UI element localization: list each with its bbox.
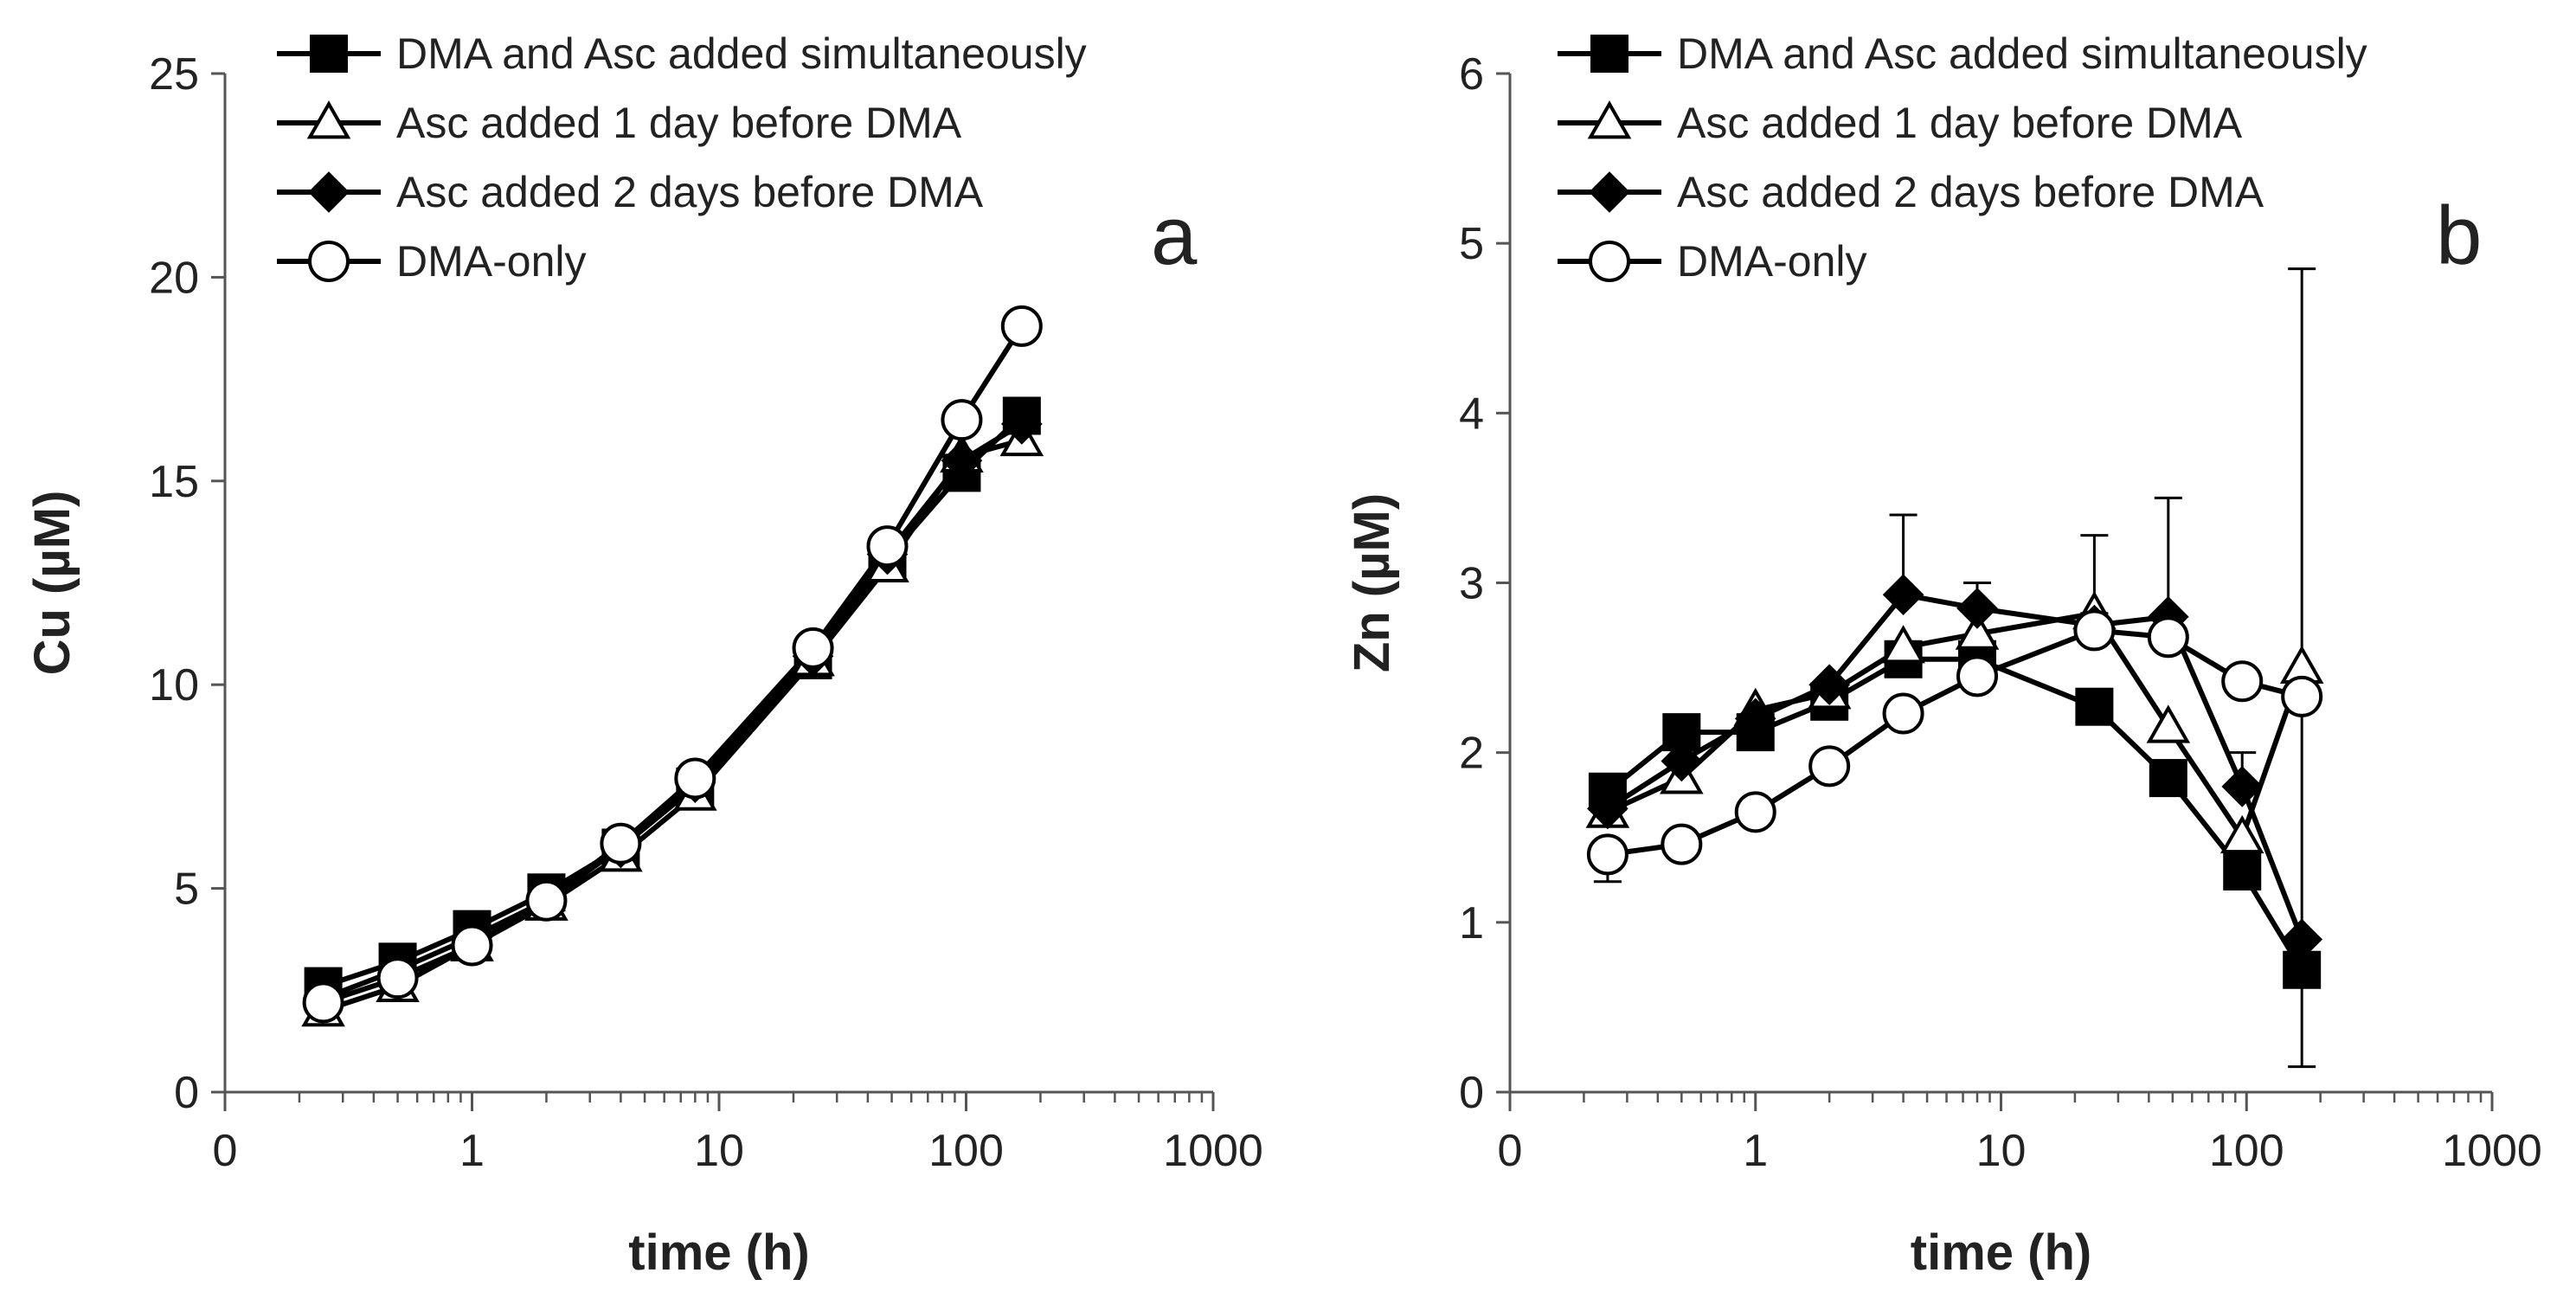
- data-point-day2: [2221, 766, 2264, 807]
- y-tick-label: 6: [1459, 49, 1484, 100]
- panel-letter-a: a: [1151, 190, 1198, 282]
- data-point-day2: [1882, 574, 1924, 616]
- data-point-day2: [2281, 918, 2323, 961]
- legend-marker-day1: [306, 100, 351, 139]
- legend-label-day2: Asc added 2 days before DMA: [396, 168, 984, 216]
- legend-marker-dma: [308, 241, 350, 282]
- series-line-dma: [1607, 627, 2303, 858]
- data-point-day2: [1587, 788, 1628, 830]
- data-point-dma: [1956, 655, 1999, 698]
- y-tick-label: 10: [149, 660, 199, 710]
- data-point-dma: [1661, 823, 1703, 865]
- data-point-day2: [941, 440, 983, 482]
- x-tick-label: 1: [1743, 1126, 1768, 1176]
- data-point-dma: [674, 757, 716, 800]
- legend-label-day1: Asc added 1 day before DMA: [1677, 99, 2243, 147]
- data-point-dma: [2281, 675, 2323, 717]
- y-tick-label: 4: [1459, 389, 1484, 439]
- legend-marker-day2: [1589, 171, 1630, 213]
- legend-label-sim: DMA and Asc added simultaneously: [396, 29, 1087, 78]
- x-tick-label: 10: [694, 1126, 744, 1176]
- data-point-day2: [1000, 403, 1043, 445]
- data-point-dma: [1808, 745, 1851, 788]
- data-point-dma: [1000, 305, 1043, 347]
- panel-b-chart: b 0 1 2 3 4 5 6 0 1 10 100 1000 time (h) Zn (µM) DMA a…: [1344, 29, 2542, 1281]
- data-point-day1: [2219, 814, 2264, 854]
- x-tick-label: 100: [928, 1126, 1004, 1176]
- data-point-day2: [1956, 588, 1998, 629]
- y-tick-label: 15: [149, 457, 199, 507]
- panel-letter-b: b: [2436, 190, 2482, 282]
- x-tick-label: 10: [1976, 1126, 2027, 1176]
- series-line-sim: [1606, 656, 2304, 972]
- data-point-sim: [2223, 852, 2262, 890]
- y-tick-label: 5: [174, 865, 199, 915]
- legend-label-day1: Asc added 1 day before DMA: [396, 99, 962, 147]
- data-point-day2: [1734, 698, 1776, 740]
- data-point-day1: [1881, 625, 1925, 664]
- series-line-sim: [322, 414, 1024, 989]
- y-tick-label: 1: [1459, 898, 1484, 948]
- y-tick-label: 3: [1459, 559, 1484, 609]
- legend-marker-dma: [1589, 241, 1630, 282]
- data-point-day2: [1661, 740, 1703, 782]
- data-point-dma: [2073, 609, 2116, 652]
- data-point-sim: [2075, 687, 2114, 726]
- data-point-dma: [1734, 791, 1776, 833]
- x-tick-label: 1000: [2442, 1126, 2542, 1176]
- x-axis-title: time (h): [1911, 1225, 2091, 1281]
- data-point-dma: [600, 822, 642, 865]
- legend-marker-sim: [1590, 35, 1628, 73]
- x-tick-label: 1: [459, 1126, 485, 1176]
- data-point-dma: [451, 924, 493, 967]
- series-line-dma: [322, 325, 1025, 1006]
- legend-label-day2: Asc added 2 days before DMA: [1677, 168, 2264, 216]
- legend-marker-sim: [310, 35, 348, 73]
- data-point-dma: [2221, 660, 2264, 703]
- x-tick-label: 0: [213, 1126, 238, 1176]
- data-point-dma: [525, 879, 568, 922]
- x-tick-label: 1000: [1163, 1126, 1263, 1176]
- data-point-dma: [792, 627, 834, 669]
- series-line-day1: [322, 437, 1023, 1013]
- data-point-dma: [302, 981, 344, 1024]
- series-line-day2: [322, 421, 1024, 1001]
- data-point-dma: [1586, 833, 1628, 876]
- x-tick-label: 0: [1498, 1126, 1523, 1176]
- y-tick-label: 5: [1459, 219, 1484, 269]
- data-point-dma: [941, 399, 983, 441]
- series-line-day2: [1606, 591, 2304, 941]
- data-point-sim: [2149, 759, 2187, 798]
- data-point-dma: [1882, 692, 1924, 735]
- y-axis-title: Zn (µM): [1344, 493, 1400, 672]
- data-point-day1: [2146, 704, 2191, 743]
- legend-label-dma: DMA-only: [396, 237, 586, 286]
- y-tick-label: 2: [1459, 729, 1484, 779]
- legend-label-dma: DMA-only: [1677, 237, 1866, 286]
- y-axis-title: Cu (µM): [24, 491, 80, 676]
- series-line-day1: [1606, 610, 2305, 844]
- y-tick-label: 0: [174, 1068, 199, 1118]
- data-point-day2: [1808, 664, 1850, 706]
- panel-a-chart: a 0 5 10 15 20 25 0 1 10 100 1000 time (h) Cu (µM) DM…: [24, 29, 1263, 1281]
- data-point-day1: [1955, 611, 2000, 650]
- x-tick-label: 100: [2209, 1126, 2284, 1176]
- data-point-sim: [1662, 713, 1701, 752]
- data-point-dma: [866, 525, 909, 568]
- data-point-dma: [2147, 616, 2189, 659]
- legend-marker-day1: [1587, 100, 1632, 139]
- y-tick-label: 25: [149, 49, 199, 100]
- data-point-dma: [376, 957, 419, 1000]
- x-axis-title: time (h): [628, 1225, 809, 1281]
- y-tick-label: 20: [149, 253, 199, 303]
- y-tick-label: 0: [1459, 1068, 1484, 1118]
- legend-label-sim: DMA and Asc added simultaneously: [1677, 29, 2367, 78]
- legend-marker-day2: [308, 171, 350, 213]
